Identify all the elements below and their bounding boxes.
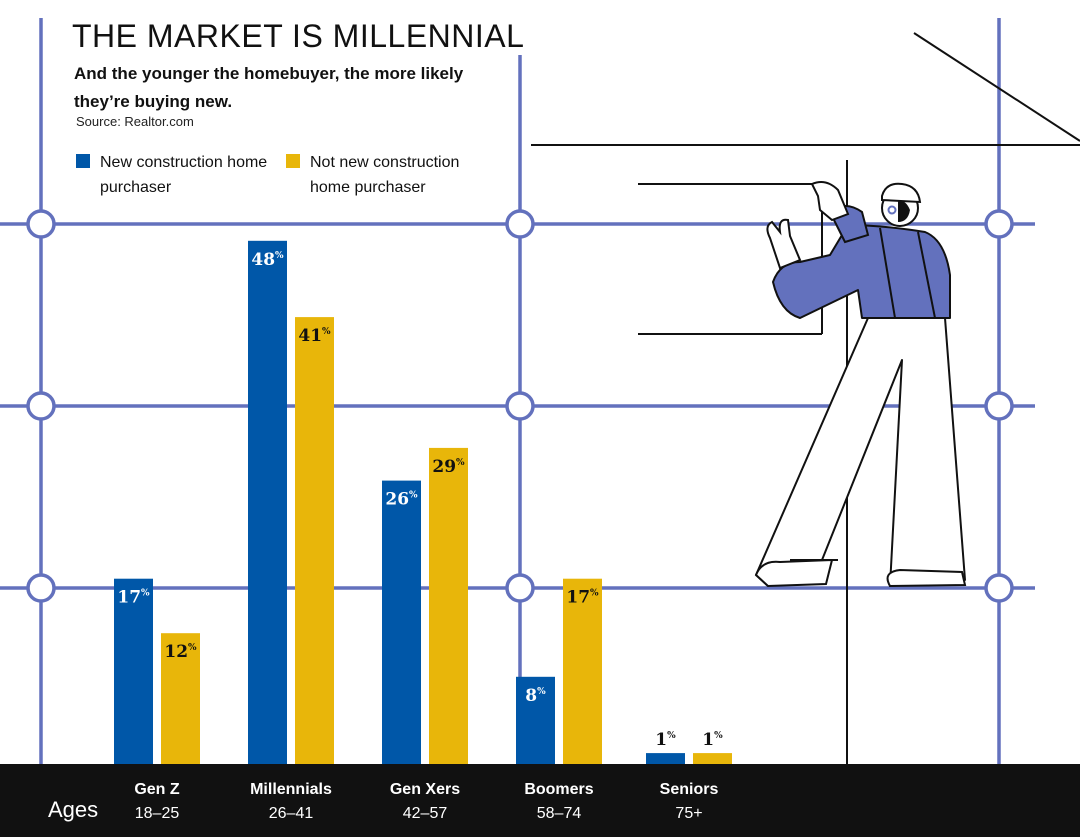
bar-millennials-new-construction xyxy=(248,240,287,765)
x-tick-range: 42–57 xyxy=(402,805,448,822)
x-tick-label: Gen Xers xyxy=(389,781,461,798)
legend-item-not-new-construction: Not new construction home purchaser xyxy=(286,150,490,200)
legend-swatch-not-new-construction xyxy=(286,154,300,168)
bar-gen-xers-not-new-construction xyxy=(429,447,468,764)
legend-label-new-construction: New construction home purchaser xyxy=(100,154,268,196)
x-axis-label: Ages xyxy=(48,797,99,822)
chart-title: THE MARKET IS MILLENNIAL xyxy=(70,18,529,55)
chart-source: Source: Realtor.com xyxy=(76,114,198,129)
x-tick-range: 58–74 xyxy=(536,805,582,822)
legend-item-new-construction: New construction home purchaser xyxy=(76,150,280,200)
construction-worker-illustration xyxy=(531,32,1080,764)
bar-gen-xers-new-construction xyxy=(382,480,421,764)
bar-seniors-new-construction xyxy=(646,753,685,764)
bar-millennials-not-new-construction xyxy=(295,317,334,764)
chart-subtitle: And the younger the homebuyer, the more … xyxy=(74,60,474,116)
x-tick-range: 18–25 xyxy=(134,805,180,822)
bar-seniors-not-new-construction xyxy=(693,753,732,764)
x-tick-seniors: Seniors 75+ xyxy=(624,778,754,826)
x-tick-gen-xers: Gen Xers 42–57 xyxy=(360,778,490,826)
data-label-seniors-new-construction: 1% xyxy=(655,730,676,750)
x-tick-label: Millennials xyxy=(250,781,332,798)
bars-group xyxy=(114,240,732,765)
legend-label-not-new-construction: Not new construction home purchaser xyxy=(310,154,460,196)
bar-gen-z-not-new-construction xyxy=(161,633,200,764)
data-label-seniors-not-new-construction: 1% xyxy=(702,730,723,750)
x-tick-label: Seniors xyxy=(659,781,719,798)
x-tick-label: Boomers xyxy=(524,781,594,798)
x-tick-boomers: Boomers 58–74 xyxy=(494,778,624,826)
bar-boomers-not-new-construction xyxy=(563,578,602,764)
bar-gen-z-new-construction xyxy=(114,578,153,764)
x-tick-label: Gen Z xyxy=(134,781,180,798)
x-tick-range: 26–41 xyxy=(268,805,314,822)
legend-swatch-new-construction xyxy=(76,154,90,168)
scaffold-joints xyxy=(26,209,1014,603)
bar-boomers-new-construction xyxy=(516,676,555,764)
x-tick-range: 75+ xyxy=(675,805,703,822)
x-tick-millennials: Millennials 26–41 xyxy=(226,778,356,826)
x-axis-bar xyxy=(0,764,1080,837)
x-tick-gen-z: Gen Z 18–25 xyxy=(92,778,222,826)
